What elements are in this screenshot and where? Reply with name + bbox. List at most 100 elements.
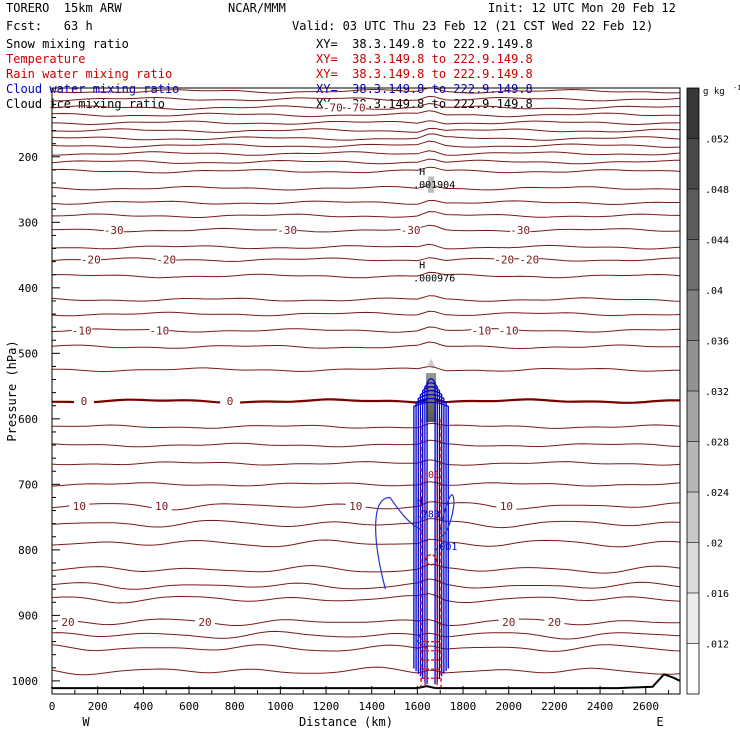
- isotherm-line: [51, 243, 681, 250]
- cloud-water-contour-label: .001: [433, 542, 457, 553]
- y-tick-label: 700: [18, 478, 38, 491]
- isotherm-line: [51, 110, 681, 118]
- x-tick-label: 2400: [587, 700, 614, 713]
- isotherm-line: [51, 518, 681, 529]
- isotherm-line: [51, 439, 681, 448]
- x-axis-west-label: W: [82, 715, 90, 729]
- isotherm-line: [51, 184, 681, 191]
- colorbar-tick-label: .012: [705, 640, 729, 651]
- y-tick-label: 900: [18, 609, 38, 622]
- isotherm-label: 10: [155, 500, 168, 513]
- snow-max-marker: H: [419, 167, 425, 178]
- isotherm-line: [51, 538, 681, 548]
- x-tick-label: 400: [133, 700, 153, 713]
- isotherm-label: -30: [401, 224, 421, 237]
- isotherm-line: [51, 166, 681, 174]
- y-tick-label: 600: [18, 413, 38, 426]
- cloud-water-contour: [424, 382, 438, 682]
- y-axis-label: Pressure (hPa): [5, 340, 19, 441]
- colorbar-segment: [687, 492, 699, 543]
- isotherm-label-bg: [73, 395, 94, 408]
- isotherm-label-bg: [156, 253, 177, 266]
- y-tick-label: 300: [18, 216, 38, 229]
- cloud-water-contour: [417, 393, 445, 674]
- isotherm-line: [52, 120, 680, 126]
- isotherm-label-bg: [498, 615, 519, 628]
- cloud-water-side-contour: [375, 496, 423, 590]
- org-label: NCAR/MMM: [228, 1, 286, 15]
- snow-max-value: .000976: [413, 274, 455, 285]
- isotherm-label-bg: [345, 499, 366, 512]
- isotherm-line: [51, 459, 681, 466]
- field-temperature: Temperature: [6, 52, 86, 66]
- isotherm-label-bg: [544, 615, 565, 628]
- cloud-water-max-marker: H: [417, 497, 423, 508]
- isotherm-label-bg: [322, 101, 343, 114]
- isotherm-label-bg: [149, 324, 170, 337]
- isotherm-0: [52, 398, 681, 404]
- isotherm-label-bg: [103, 224, 124, 237]
- snow-max-marker: H: [419, 261, 425, 272]
- cloud-water-contour: [426, 378, 436, 685]
- x-tick-label: 1800: [450, 700, 477, 713]
- snow-max-value: .001904: [413, 180, 455, 191]
- isotherm-label: -30: [104, 224, 124, 237]
- isotherm-label-bg: [400, 224, 421, 237]
- isotherm-label: -10: [471, 324, 491, 337]
- field-temperature-xy: XY= 38.3.149.8 to 222.9.149.8: [316, 52, 533, 66]
- x-tick-label: 1400: [358, 700, 385, 713]
- isotherm-label: 20: [61, 616, 74, 629]
- isotherm-line: [51, 87, 681, 94]
- isotherm-label: 20: [502, 616, 515, 629]
- colorbar-unit: g kg: [703, 87, 725, 97]
- x-tick-label: 1000: [267, 700, 294, 713]
- isotherm-line: [51, 481, 681, 487]
- colorbar-tick-label: .032: [705, 387, 729, 398]
- y-tick-label: 200: [18, 151, 38, 164]
- valid-time: Valid: 03 UTC Thu 23 Feb 12 (21 CST Wed …: [292, 19, 654, 33]
- isotherm-line: [52, 211, 680, 218]
- isotherm-label-bg: [71, 324, 92, 337]
- isotherm-label-bg: [494, 253, 515, 266]
- x-tick-label: 1600: [404, 700, 431, 713]
- isotherm-label-bg: [220, 395, 241, 408]
- isotherm-line: [51, 644, 681, 652]
- isotherm-label: -30: [277, 224, 297, 237]
- colorbar-segment: [687, 88, 699, 139]
- cloud-water-contour: [419, 389, 443, 677]
- colorbar-segment: [687, 239, 699, 290]
- colorbar-segment: [687, 391, 699, 442]
- isotherm-label-bg: [498, 324, 519, 337]
- isotherm-label-bg: [471, 324, 492, 337]
- isotherm-line: [51, 140, 681, 148]
- colorbar-segment: [687, 138, 699, 189]
- y-tick-label: 1000: [12, 675, 39, 688]
- isotherm-label-bg: [151, 499, 172, 512]
- x-tick-label: 2000: [495, 700, 522, 713]
- colorbar-tick-label: .02: [705, 539, 723, 550]
- isotherm-label: -20: [494, 254, 514, 267]
- isotherm-line: [51, 295, 681, 302]
- isotherm-line: [52, 127, 681, 133]
- isotherm-label: 0: [81, 395, 88, 408]
- isotherm-line: [51, 271, 681, 279]
- isotherm-label: 20: [198, 616, 211, 629]
- isotherm-label: -10: [149, 324, 169, 337]
- rain-contour-circle: [425, 554, 437, 566]
- isotherm-line: [52, 365, 681, 373]
- isotherm-line: [52, 422, 681, 429]
- y-tick-label: 500: [18, 347, 38, 360]
- colorbar-tick-label: .036: [705, 337, 729, 348]
- colorbar-segment: [687, 290, 699, 341]
- isotherm-line: [52, 224, 681, 233]
- isotherm-line: [51, 593, 681, 604]
- isotherm-line: [51, 326, 681, 333]
- colorbar-segment: [687, 643, 699, 694]
- isotherm-line: [51, 666, 681, 676]
- y-tick-label: 400: [18, 282, 38, 295]
- isotherm-label: 20: [548, 616, 561, 629]
- isotherm-label: -20: [519, 254, 539, 267]
- cloud-water-side-contour: [416, 628, 427, 649]
- colorbar-segment: [687, 340, 699, 391]
